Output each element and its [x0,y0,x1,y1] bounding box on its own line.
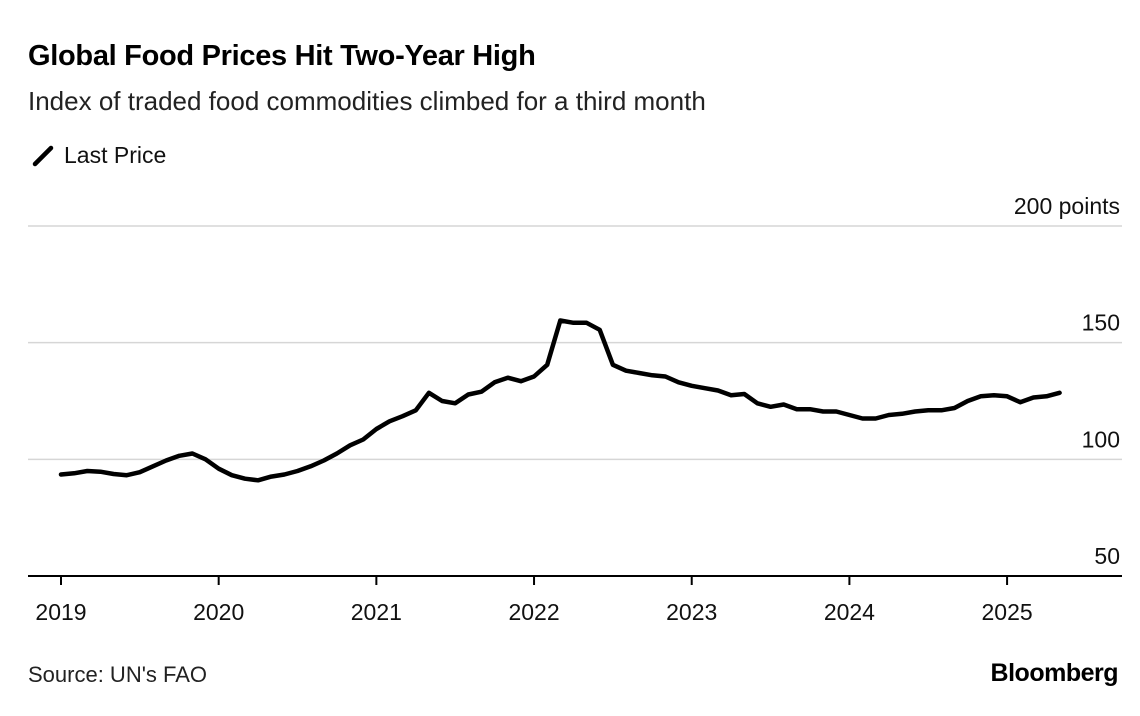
x-tick-label: 2020 [193,599,244,625]
source-note: Source: UN's FAO [28,662,208,687]
x-tick-label: 2022 [508,599,559,625]
legend: Last Price [32,142,166,169]
chart-subtitle: Index of traded food commodities climbed… [28,86,706,116]
x-tick-label: 2019 [35,599,86,625]
bloomberg-logo: Bloomberg [990,659,1119,687]
x-tick-label: 2021 [351,599,402,625]
legend-label: Last Price [64,142,167,168]
x-tick-label: 2023 [666,599,717,625]
y-tick-label: 50 [1094,543,1120,569]
y-tick-label: 150 [1082,310,1120,336]
y-tick-label: 200 points [1014,193,1120,219]
legend-line-icon [32,145,54,166]
y-tick-label: 100 [1082,426,1120,452]
chart-title: Global Food Prices Hit Two-Year High [28,40,536,72]
series-line-last-price [58,318,1062,483]
x-tick-label: 2024 [824,599,875,625]
x-tick-label: 2025 [981,599,1032,625]
